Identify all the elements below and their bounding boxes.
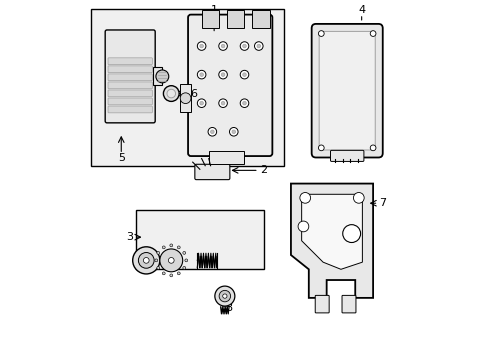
Circle shape <box>221 102 224 105</box>
Circle shape <box>162 272 165 275</box>
Bar <box>91 9 283 166</box>
Circle shape <box>169 244 172 247</box>
FancyBboxPatch shape <box>105 30 155 123</box>
Circle shape <box>219 291 230 302</box>
Circle shape <box>242 102 246 105</box>
Text: 2: 2 <box>260 165 267 175</box>
Circle shape <box>240 99 248 108</box>
Text: 1: 1 <box>210 5 217 15</box>
Circle shape <box>200 73 203 76</box>
Circle shape <box>254 42 263 50</box>
Circle shape <box>177 272 180 275</box>
Circle shape <box>168 257 174 263</box>
Circle shape <box>298 221 308 232</box>
Bar <box>135 210 264 269</box>
Circle shape <box>166 89 175 98</box>
Bar <box>208 152 244 164</box>
FancyBboxPatch shape <box>108 66 152 73</box>
Circle shape <box>218 99 227 108</box>
FancyBboxPatch shape <box>108 90 152 97</box>
Circle shape <box>155 259 157 262</box>
Circle shape <box>240 70 248 79</box>
Text: 7: 7 <box>379 198 386 208</box>
FancyBboxPatch shape <box>194 164 229 180</box>
Text: 4: 4 <box>357 5 365 15</box>
Circle shape <box>353 193 364 203</box>
Circle shape <box>240 42 248 50</box>
Circle shape <box>177 246 180 249</box>
FancyBboxPatch shape <box>108 98 152 105</box>
Circle shape <box>197 70 205 79</box>
Circle shape <box>257 44 260 48</box>
Circle shape <box>162 246 165 249</box>
Text: 8: 8 <box>224 302 231 312</box>
Circle shape <box>157 251 160 254</box>
Circle shape <box>318 145 324 151</box>
FancyBboxPatch shape <box>108 74 152 81</box>
Circle shape <box>221 73 224 76</box>
Circle shape <box>183 251 185 254</box>
FancyBboxPatch shape <box>330 150 363 161</box>
Bar <box>153 67 162 85</box>
Bar <box>251 10 269 28</box>
Circle shape <box>200 44 203 48</box>
Text: 5: 5 <box>118 153 124 163</box>
Circle shape <box>197 99 205 108</box>
Circle shape <box>299 193 310 203</box>
Polygon shape <box>290 184 372 298</box>
Circle shape <box>218 70 227 79</box>
Circle shape <box>221 44 224 48</box>
Circle shape <box>369 145 375 151</box>
FancyBboxPatch shape <box>108 58 152 64</box>
FancyBboxPatch shape <box>311 24 382 157</box>
Bar <box>180 84 190 112</box>
Circle shape <box>184 259 187 262</box>
FancyBboxPatch shape <box>341 296 355 313</box>
Bar <box>226 10 244 28</box>
Circle shape <box>231 130 235 134</box>
Circle shape <box>200 102 203 105</box>
Circle shape <box>214 286 234 306</box>
Circle shape <box>210 130 214 134</box>
Circle shape <box>242 73 246 76</box>
Circle shape <box>218 42 227 50</box>
Polygon shape <box>301 194 362 269</box>
Circle shape <box>197 42 205 50</box>
Circle shape <box>229 127 238 136</box>
Circle shape <box>169 274 172 277</box>
Circle shape <box>180 93 190 104</box>
Circle shape <box>156 70 168 83</box>
Circle shape <box>138 252 154 268</box>
Circle shape <box>183 266 185 269</box>
Circle shape <box>143 257 149 263</box>
Circle shape <box>163 86 179 102</box>
FancyBboxPatch shape <box>108 106 152 113</box>
FancyBboxPatch shape <box>188 15 272 156</box>
Circle shape <box>132 247 160 274</box>
FancyBboxPatch shape <box>319 31 374 150</box>
Circle shape <box>342 225 360 243</box>
Circle shape <box>160 249 183 272</box>
Circle shape <box>369 31 375 36</box>
Bar <box>201 10 219 28</box>
Circle shape <box>318 31 324 36</box>
Circle shape <box>207 127 216 136</box>
Circle shape <box>222 294 226 298</box>
Text: 6: 6 <box>190 89 197 99</box>
FancyBboxPatch shape <box>315 296 328 313</box>
Text: 3: 3 <box>126 232 133 242</box>
FancyBboxPatch shape <box>108 82 152 89</box>
Circle shape <box>157 266 160 269</box>
Circle shape <box>242 44 246 48</box>
